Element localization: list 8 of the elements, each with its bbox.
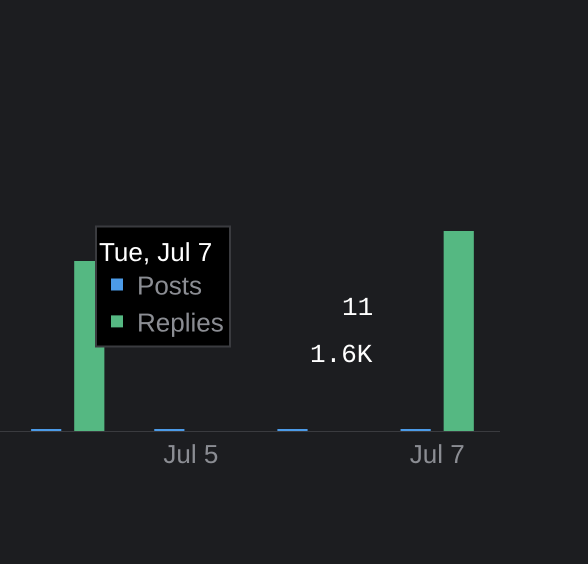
legend-label: Posts [137, 270, 202, 301]
annotation: 1.6K [310, 340, 373, 370]
legend-title: Tue, Jul 7 [99, 237, 212, 268]
legend-label: Replies [137, 308, 224, 338]
x-tick-label: Jul 5 [163, 439, 218, 470]
annotation: 11 [342, 293, 374, 323]
x-tick-label: Jul 7 [410, 439, 465, 470]
bar [444, 231, 474, 431]
